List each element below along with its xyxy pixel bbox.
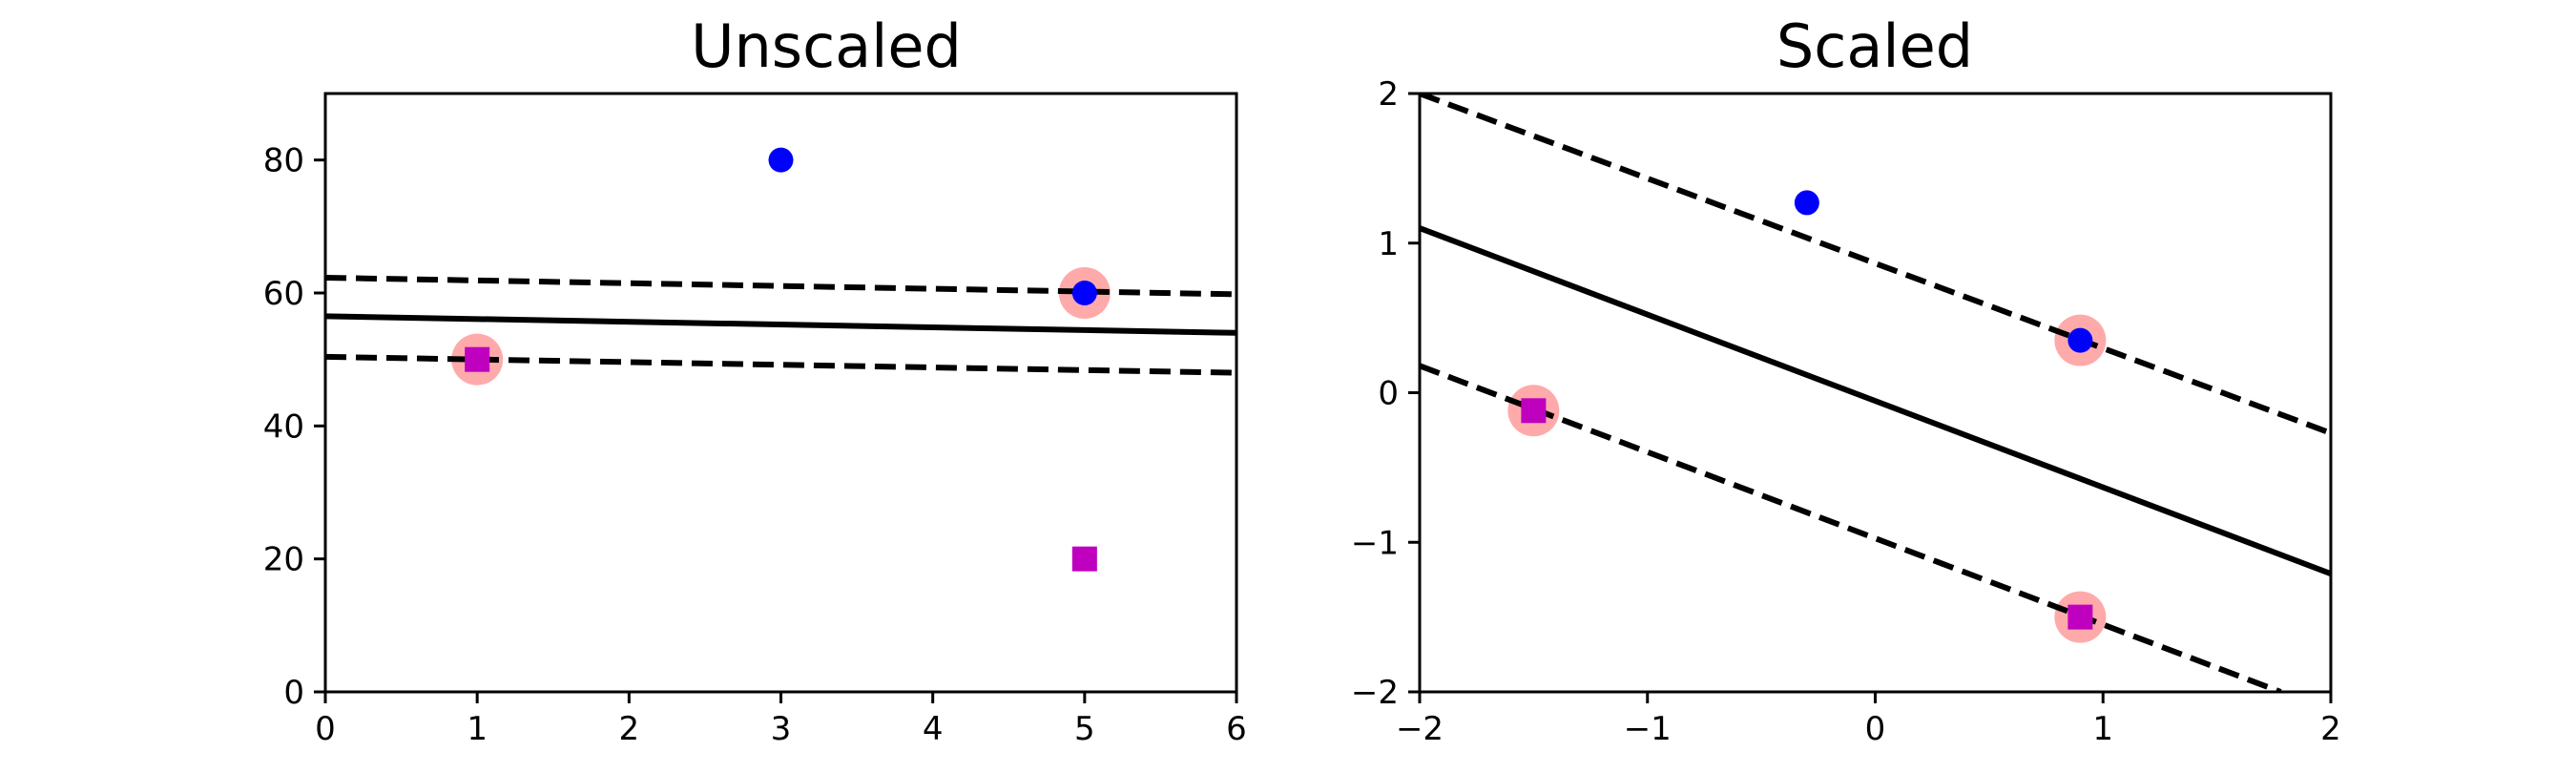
unscaled-plot-area: [325, 147, 1236, 572]
scaled-panel: Scaled −2 −1 0 1 2 −2 −1 0 1 2: [1351, 11, 2341, 748]
scaled-y-tick-label: 2: [1378, 75, 1399, 114]
scaled-x-tick-label: 2: [2320, 710, 2341, 748]
scaled-axes-frame: [1418, 92, 2333, 694]
unscaled-x-tick-label: 0: [315, 710, 336, 748]
unscaled-x-tick-label: 6: [1226, 710, 1247, 748]
unscaled-point-circle: [1071, 281, 1097, 305]
scaled-title: Scaled: [1776, 11, 1973, 81]
scaled-point-square: [1521, 398, 1547, 424]
scaled-x-tick-label: 1: [2092, 710, 2113, 748]
scaled-x-tick-label: −2: [1396, 710, 1444, 748]
scaled-y-tick-label: −2: [1351, 674, 1399, 712]
scaled-y-tick-label: 1: [1378, 225, 1399, 263]
scaled-x-tick-label: −1: [1624, 710, 1672, 748]
unscaled-title: Unscaled: [691, 11, 962, 81]
unscaled-x-tick-label: 3: [771, 710, 792, 748]
unscaled-point-square: [465, 346, 490, 372]
scaled-point-circle: [1794, 190, 1819, 216]
scaled-margin-line-2: [1420, 363, 2282, 692]
unscaled-x-tick-label: 1: [467, 710, 488, 748]
unscaled-point-circle: [768, 147, 794, 173]
unscaled-x-tick-label: 5: [1074, 710, 1095, 748]
scaled-y-tick-label: −1: [1351, 524, 1399, 562]
scaled-decision-boundary: [1420, 225, 2331, 576]
unscaled-y-tick-label: 40: [263, 407, 304, 446]
scaled-point-square: [2067, 604, 2093, 630]
scaled-plot-area: [1420, 94, 2331, 692]
scaled-y-tick-label: 0: [1378, 375, 1399, 413]
unscaled-y-tick-label: 60: [263, 275, 304, 313]
unscaled-y-tick-label: 80: [263, 142, 304, 180]
scaled-point-circle: [2067, 327, 2093, 353]
unscaled-y-tick-label: 0: [283, 674, 304, 712]
scaled-margin-line-1: [1420, 94, 2331, 436]
unscaled-x-tick-label: 4: [923, 710, 944, 748]
unscaled-y-tick-label: 20: [263, 541, 304, 579]
unscaled-decision-boundary: [325, 313, 1236, 336]
scaled-x-tick-label: 0: [1865, 710, 1886, 748]
unscaled-x-tick-label: 2: [619, 710, 640, 748]
unscaled-point-square: [1071, 546, 1097, 572]
unscaled-axes-frame: [323, 92, 1238, 694]
